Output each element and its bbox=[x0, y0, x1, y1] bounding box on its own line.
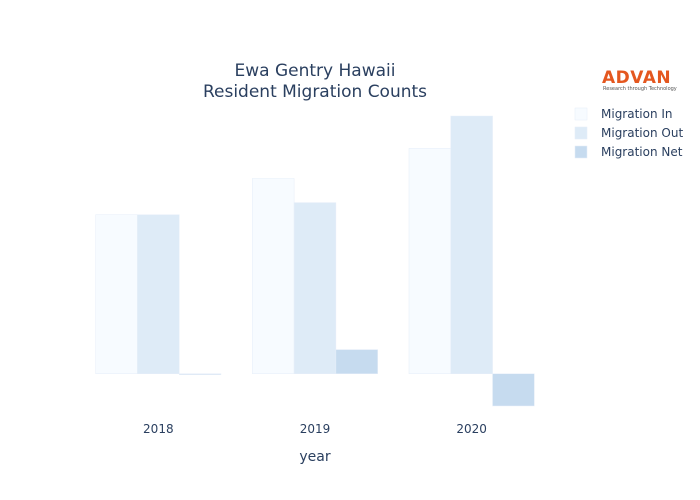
legend-label: Migration In bbox=[601, 107, 673, 121]
legend: Migration In Migration Out Migration Net bbox=[574, 107, 683, 159]
bar-migration-out-2020[interactable] bbox=[450, 115, 493, 375]
bar-migration-in-2020[interactable] bbox=[408, 148, 452, 375]
bars-layer bbox=[95, 115, 535, 407]
legend-swatch bbox=[574, 145, 588, 159]
legend-label: Migration Net bbox=[601, 145, 683, 159]
x-axis-title: year bbox=[299, 449, 330, 465]
bar-migration-net-2020[interactable] bbox=[492, 373, 535, 407]
x-tick-label-2018: 2018 bbox=[143, 422, 174, 436]
bar-migration-in-2019[interactable] bbox=[252, 178, 295, 375]
bar-migration-out-2019[interactable] bbox=[293, 202, 337, 375]
legend-item-migration-out[interactable]: Migration Out bbox=[574, 126, 683, 140]
advan-logo: ADVAN Research through Technology bbox=[602, 68, 677, 92]
bar-migration-out-2018[interactable] bbox=[137, 214, 180, 375]
bar-migration-in-2018[interactable] bbox=[95, 214, 138, 375]
bar-migration-net-2019[interactable] bbox=[335, 349, 378, 375]
bar-migration-net-2018[interactable] bbox=[178, 373, 222, 375]
chart-title-line-1: Ewa Gentry Hawaii bbox=[235, 61, 396, 81]
logo-wordmark: ADVAN bbox=[602, 68, 671, 88]
legend-label: Migration Out bbox=[601, 126, 683, 140]
x-tick-labels: 2018 2019 2020 bbox=[143, 422, 487, 436]
legend-item-migration-net[interactable]: Migration Net bbox=[574, 145, 683, 159]
x-tick-label-2019: 2019 bbox=[300, 422, 331, 436]
logo-tagline: Research through Technology bbox=[603, 86, 677, 92]
legend-item-migration-in[interactable]: Migration In bbox=[574, 107, 673, 121]
chart-title-line-2: Resident Migration Counts bbox=[203, 82, 427, 102]
x-tick-label-2020: 2020 bbox=[456, 422, 487, 436]
legend-swatch bbox=[574, 107, 588, 121]
legend-swatch bbox=[574, 126, 588, 140]
